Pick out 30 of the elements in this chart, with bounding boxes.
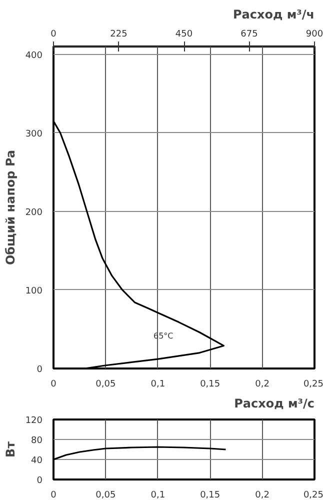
x-tick-label: 0: [50, 380, 57, 390]
y-tick-label: 200: [25, 208, 43, 218]
x-tick-label: 0,25: [303, 380, 323, 390]
x-axis-title: Расход м³/с: [234, 396, 314, 410]
x-tick-label: 0,2: [255, 380, 270, 390]
y-axis-title: Общий напор Pa: [3, 150, 18, 266]
x2-axis-title: Расход м³/ч: [232, 8, 314, 22]
x2-tick-label: 675: [240, 30, 258, 40]
x2-tick-label: 900: [306, 30, 323, 40]
x-tick-label: 0,1: [150, 490, 166, 500]
x-tick-label: 0,1: [150, 380, 166, 390]
x2-tick-label: 0: [50, 30, 57, 40]
x-tick-label: 0,05: [96, 490, 116, 500]
y-tick-label: 100: [25, 286, 43, 296]
y-tick-label: 0: [36, 476, 43, 486]
x-tick-label: 0,25: [303, 490, 323, 500]
x-tick-label: 0,05: [96, 380, 116, 390]
x-tick-label: 0: [50, 490, 57, 500]
x-tick-label: 0,15: [200, 380, 220, 390]
y-tick-label: 40: [31, 456, 43, 466]
x2-tick-label: 225: [110, 30, 128, 40]
y-axis-title: Вт: [3, 441, 18, 458]
y-tick-label: 400: [25, 50, 43, 61]
x-tick-label: 0,15: [200, 490, 220, 500]
x2-tick-label: 450: [175, 30, 193, 40]
y-tick-label: 0: [36, 365, 43, 375]
y-tick-label: 80: [31, 436, 43, 446]
x-tick-label: 0,2: [255, 490, 270, 500]
y-tick-label: 120: [25, 416, 43, 426]
y-tick-label: 300: [25, 129, 43, 140]
